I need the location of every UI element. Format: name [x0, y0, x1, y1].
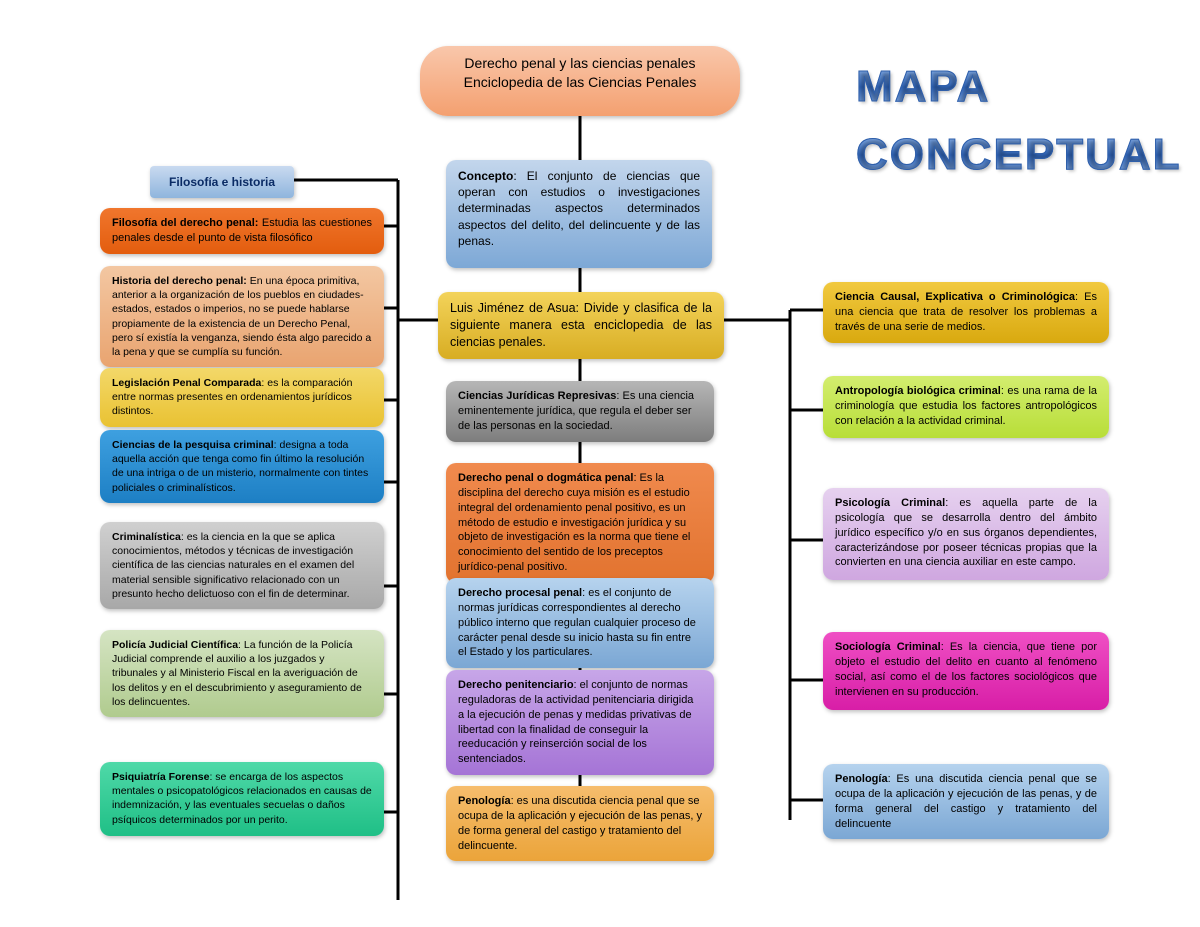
node-psiquiatria-forense: Psiquiatría Forense: se encarga de los a… [100, 762, 384, 836]
r1-title: Ciencia Causal, Explicativa o Criminológ… [835, 291, 1075, 303]
c4-body: : el conjunto de normas reguladoras de l… [458, 679, 693, 765]
c3-title: Derecho procesal penal [458, 587, 582, 599]
c2-title: Derecho penal o dogmática penal [458, 472, 633, 484]
node-penologia-right: Penología: Es una discutida ciencia pena… [823, 764, 1109, 839]
c1-title: Ciencias Jurídicas Represivas [458, 390, 616, 402]
node-ciencia-causal: Ciencia Causal, Explicativa o Criminológ… [823, 282, 1109, 343]
l2-title: Historia del derecho penal: [112, 275, 247, 287]
r4-title: Sociología Criminal [835, 641, 941, 653]
node-derecho-penal-dogmatica: Derecho penal o dogmática penal: Es la d… [446, 463, 714, 583]
l2-body: En una época primitiva, anterior a la or… [112, 275, 371, 358]
l7-title: Psiquiatría Forense [112, 771, 209, 783]
node-penologia-center: Penología: es una discutida ciencia pena… [446, 786, 714, 861]
node-filosofia-derecho-penal: Filosofía del derecho penal: Estudia las… [100, 208, 384, 254]
l1-title: Filosofía del derecho penal: [112, 217, 258, 229]
node-derecho-penitenciario: Derecho penitenciario: el conjunto de no… [446, 670, 714, 775]
header-line2: Enciclopedia de las Ciencias Penales [464, 74, 697, 90]
node-header: Derecho penal y las ciencias penales Enc… [420, 46, 740, 116]
node-sociologia-criminal: Sociología Criminal: Es la ciencia, que … [823, 632, 1109, 710]
node-antropologia-biologica: Antropología biológica criminal: es una … [823, 376, 1109, 438]
l3-title: Legislación Penal Comparada [112, 377, 261, 389]
node-historia-derecho-penal: Historia del derecho penal: En una época… [100, 266, 384, 367]
asua-text: Luis Jiménez de Asua: Divide y clasifica… [450, 301, 712, 349]
r5-title: Penología [835, 773, 888, 785]
node-filosofia-historia-header: Filosofía e historia [150, 166, 294, 198]
node-policia-judicial: Policía Judicial Científica: La función … [100, 630, 384, 717]
node-ciencias-pesquisa: Ciencias de la pesquisa criminal: design… [100, 430, 384, 503]
left-header-text: Filosofía e historia [162, 174, 282, 190]
node-ciencias-juridicas: Ciencias Jurídicas Represivas: Es una ci… [446, 381, 714, 442]
node-criminalistica: Criminalística: es la ciencia en la que … [100, 522, 384, 609]
watermark-line1: MAPA [856, 62, 990, 112]
node-concepto: Concepto: El conjunto de ciencias que op… [446, 160, 712, 268]
c5-title: Penología [458, 795, 511, 807]
watermark-line2: CONCEPTUAL [856, 130, 1182, 180]
concepto-title: Concepto [458, 169, 513, 183]
node-derecho-procesal: Derecho procesal penal: es el conjunto d… [446, 578, 714, 668]
l4-title: Ciencias de la pesquisa criminal [112, 439, 274, 451]
l5-title: Criminalística [112, 531, 181, 543]
node-asua: Luis Jiménez de Asua: Divide y clasifica… [438, 292, 724, 359]
c4-title: Derecho penitenciario [458, 679, 574, 691]
c2-body: : Es la disciplina del derecho cuya misi… [458, 472, 690, 573]
l6-title: Policía Judicial Científica [112, 639, 238, 651]
header-line1: Derecho penal y las ciencias penales [464, 55, 695, 71]
node-legislacion-comparada: Legislación Penal Comparada: es la compa… [100, 368, 384, 427]
r2-title: Antropología biológica criminal [835, 385, 1001, 397]
r3-title: Psicología Criminal [835, 497, 945, 509]
node-psicologia-criminal: Psicología Criminal: es aquella parte de… [823, 488, 1109, 580]
